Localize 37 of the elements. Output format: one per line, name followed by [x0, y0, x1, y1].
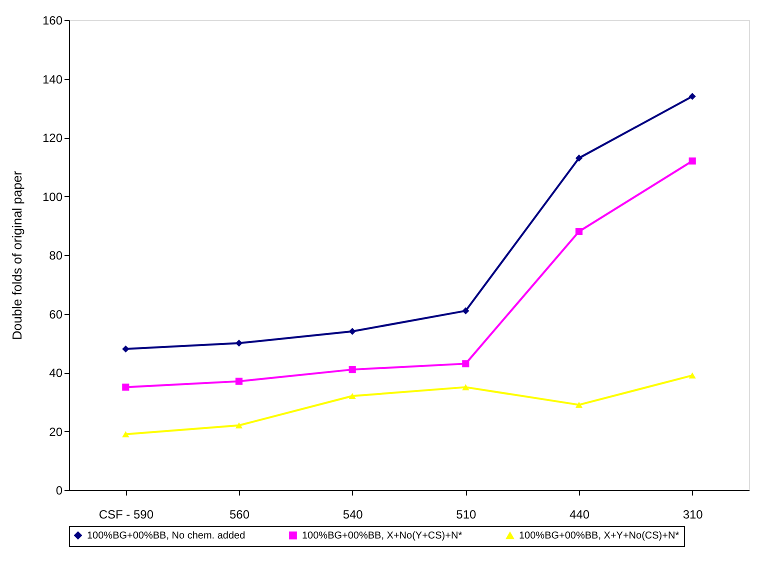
y-tick-label: 80 — [49, 248, 63, 262]
point — [575, 228, 583, 236]
x-tick-label: 540 — [342, 508, 364, 522]
point — [462, 307, 470, 314]
y-axis-title: Double folds of original paper — [9, 170, 24, 340]
point — [235, 422, 243, 428]
point — [235, 378, 243, 385]
x-tick-label: 510 — [456, 508, 476, 522]
legend-label: 100%BG+00%BB, X+Y+No(CS)+N* — [519, 530, 680, 542]
point — [122, 384, 130, 391]
point — [462, 360, 470, 368]
x-tick-label: 440 — [569, 508, 590, 522]
point — [348, 366, 356, 374]
y-tick-label: 0 — [56, 484, 63, 498]
point — [348, 328, 356, 335]
y-tick-label: 60 — [49, 307, 63, 322]
point — [688, 372, 696, 378]
point — [235, 340, 243, 347]
point — [122, 431, 130, 438]
y-tick-label: 140 — [42, 72, 63, 86]
y-tick-label: 40 — [49, 366, 63, 380]
point — [688, 92, 696, 100]
y-tick-label: 20 — [49, 424, 63, 439]
point — [122, 345, 130, 353]
x-tick-label: 310 — [682, 508, 704, 522]
x-tick-label: CSF - 590 — [98, 508, 154, 522]
point — [575, 402, 583, 408]
x-tick-label: 560 — [229, 508, 250, 522]
point — [348, 392, 356, 400]
point — [688, 157, 696, 165]
legend-label: 100%BG+00%BB, No chem. added — [87, 530, 246, 542]
y-tick-label: 100 — [42, 190, 63, 204]
point — [462, 384, 470, 390]
y-tick-label: 120 — [42, 131, 63, 145]
point — [575, 154, 583, 162]
y-tick-label: 160 — [42, 14, 63, 28]
legend-label: 100%BG+00%BB, X+No(Y+CS)+N* — [302, 530, 462, 542]
